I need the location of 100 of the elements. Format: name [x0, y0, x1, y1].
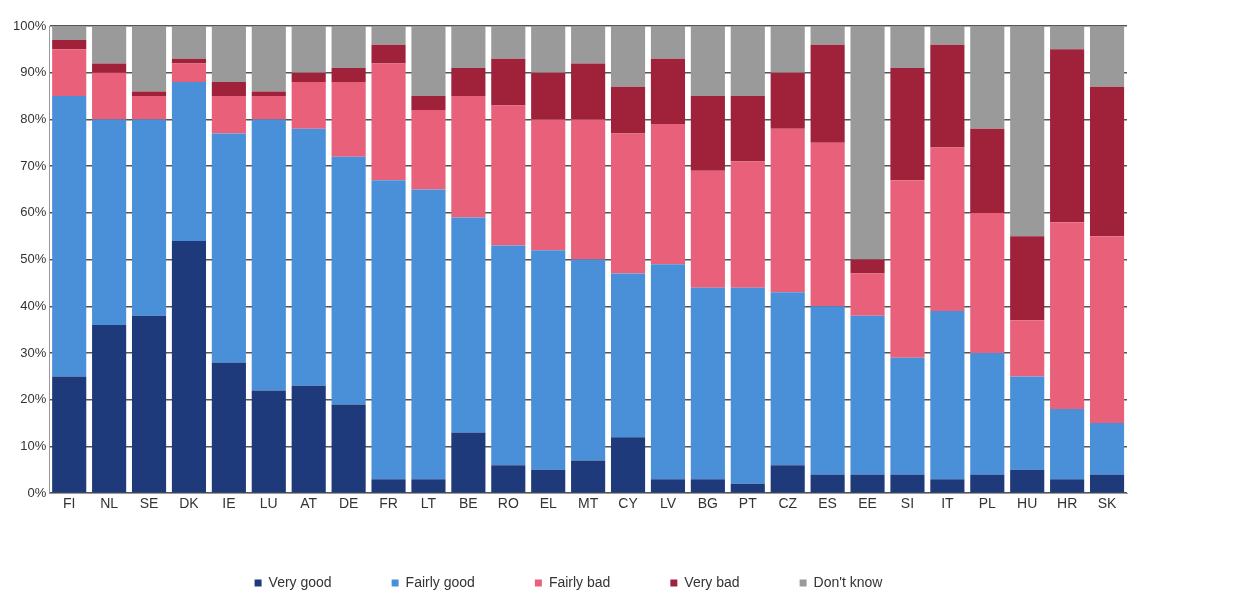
- bar: [770, 292, 805, 466]
- bar: [810, 44, 845, 143]
- bar: [650, 124, 686, 265]
- bar: [970, 128, 1005, 213]
- bar: [251, 26, 286, 92]
- bar: [211, 96, 246, 134]
- bar: [131, 315, 167, 493]
- y-tick-label: 100%: [13, 17, 47, 33]
- bar: [52, 49, 87, 97]
- x-tick-label: CY: [618, 495, 639, 512]
- bar: [610, 26, 646, 87]
- bar: [451, 26, 486, 69]
- bar: [810, 142, 845, 307]
- bar: [531, 119, 566, 251]
- x-tick-label: ES: [818, 495, 837, 512]
- x-tick-label: NL: [100, 495, 119, 512]
- bar: [730, 483, 765, 493]
- y-tick-label: 70%: [20, 157, 47, 173]
- bar: [970, 474, 1005, 493]
- bar: [331, 156, 366, 405]
- x-tick-label: LT: [420, 495, 437, 512]
- bar: [131, 119, 167, 316]
- bar: [890, 474, 925, 493]
- bar: [571, 63, 606, 120]
- x-tick-label: PT: [738, 495, 758, 512]
- bar: [970, 212, 1005, 354]
- x-tick-label: FI: [62, 495, 76, 512]
- bar: [650, 479, 686, 493]
- bar: [291, 82, 326, 129]
- bar: [92, 325, 127, 493]
- x-tick-label: BE: [459, 495, 478, 512]
- legend-label: Very bad: [684, 573, 740, 590]
- bar: [850, 259, 885, 274]
- bar: [1089, 423, 1125, 475]
- bar: [770, 72, 805, 129]
- legend-label: Very good: [268, 573, 332, 590]
- bar: [331, 82, 366, 157]
- x-tick-label: RO: [497, 495, 519, 512]
- bar: [171, 26, 207, 59]
- bar: [371, 180, 406, 480]
- bar: [1010, 236, 1045, 321]
- bar: [371, 26, 406, 45]
- bar: [411, 26, 446, 97]
- bar: [92, 63, 127, 73]
- bar: [1010, 320, 1045, 377]
- bar: [451, 96, 486, 218]
- bar: [1050, 49, 1085, 223]
- bar: [411, 189, 446, 480]
- bar: [1010, 469, 1045, 493]
- bar: [690, 26, 725, 97]
- bar: [211, 82, 246, 97]
- bar: [211, 26, 246, 83]
- bar: [171, 240, 207, 493]
- bar: [531, 469, 566, 493]
- bar: [251, 91, 286, 97]
- bar: [810, 26, 845, 45]
- bar: [571, 460, 606, 493]
- bar: [92, 72, 127, 120]
- bar: [251, 390, 286, 493]
- bar: [291, 128, 326, 386]
- bar: [730, 287, 765, 484]
- bar: [491, 465, 526, 493]
- bar: [571, 259, 606, 461]
- bar: [770, 465, 805, 493]
- bar: [451, 217, 486, 433]
- x-tick-label: FR: [379, 495, 398, 512]
- bar: [171, 82, 207, 241]
- y-tick-label: 40%: [20, 297, 47, 313]
- bar: [371, 63, 406, 181]
- bar: [650, 26, 686, 59]
- bar: [251, 119, 286, 391]
- bar: [810, 306, 845, 475]
- bar: [1089, 26, 1125, 87]
- bar: [970, 353, 1005, 475]
- bar: [850, 315, 885, 475]
- x-tick-label: HU: [1017, 495, 1038, 512]
- bar: [890, 68, 925, 181]
- bar: [730, 96, 765, 162]
- x-tick-label: SK: [1097, 495, 1118, 512]
- bar: [810, 474, 845, 493]
- bar: [1050, 479, 1085, 493]
- bar: [92, 119, 127, 326]
- bar: [291, 26, 326, 73]
- bar: [610, 273, 646, 438]
- bar: [1089, 236, 1125, 424]
- bar: [730, 26, 765, 97]
- y-tick-label: 0%: [27, 484, 47, 500]
- bar: [1050, 409, 1085, 480]
- bar: [850, 474, 885, 493]
- bar: [930, 310, 965, 480]
- bar: [131, 91, 167, 97]
- bar: [850, 273, 885, 316]
- bar: [491, 26, 526, 59]
- bar: [52, 26, 87, 41]
- bar: [890, 357, 925, 475]
- bar: [291, 72, 326, 83]
- y-tick-label: 10%: [20, 438, 47, 454]
- y-tick-label: 20%: [20, 391, 47, 407]
- x-tick-label: CZ: [778, 495, 798, 512]
- bar: [411, 96, 446, 111]
